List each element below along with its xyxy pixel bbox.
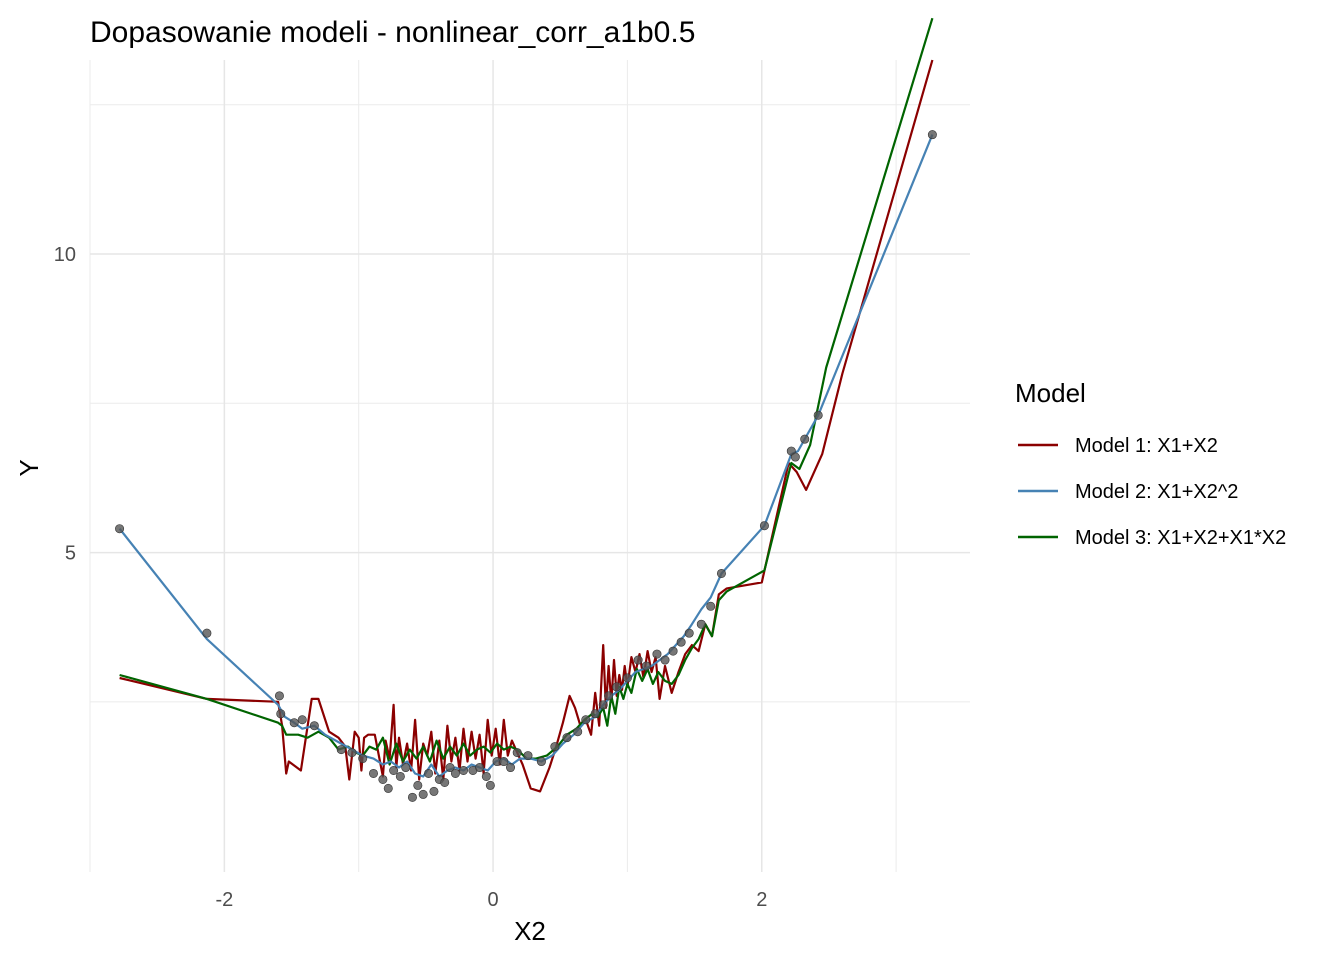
data-point bbox=[418, 789, 428, 799]
data-point bbox=[506, 763, 516, 773]
series-layer bbox=[118, 17, 934, 793]
points-layer bbox=[115, 130, 937, 802]
data-point bbox=[475, 763, 485, 773]
data-point bbox=[440, 777, 450, 787]
data-point bbox=[696, 619, 706, 629]
data-point bbox=[336, 745, 346, 755]
data-point bbox=[485, 780, 495, 790]
data-point bbox=[289, 718, 299, 728]
data-point bbox=[676, 637, 686, 647]
data-point bbox=[368, 768, 378, 778]
legend-label-model-1: Model 1: X1+X2 bbox=[1075, 435, 1218, 457]
x-tick-label: 0 bbox=[487, 889, 498, 911]
data-point bbox=[407, 792, 417, 802]
data-point bbox=[590, 709, 600, 719]
legend-label-model-2: Model 2: X1+X2^2 bbox=[1075, 481, 1238, 503]
data-point bbox=[641, 661, 651, 671]
data-point bbox=[573, 727, 583, 737]
data-point bbox=[450, 768, 460, 778]
data-point bbox=[274, 691, 284, 701]
legend-label-model-3: Model 3: X1+X2+X1*X2 bbox=[1075, 527, 1286, 549]
data-point bbox=[668, 646, 678, 656]
data-point bbox=[429, 786, 439, 796]
data-point bbox=[684, 628, 694, 638]
data-point bbox=[927, 130, 937, 140]
data-point bbox=[401, 763, 411, 773]
data-point bbox=[633, 655, 643, 665]
data-point bbox=[622, 673, 632, 683]
data-point bbox=[800, 434, 810, 444]
data-point bbox=[389, 765, 399, 775]
y-axis-title: Y bbox=[14, 459, 44, 476]
data-point bbox=[790, 452, 800, 462]
data-point bbox=[413, 780, 423, 790]
data-point bbox=[562, 733, 572, 743]
data-point bbox=[536, 757, 546, 767]
data-point bbox=[550, 742, 560, 752]
series-line-model-1 bbox=[119, 59, 934, 793]
y-tick-label: 10 bbox=[54, 244, 76, 266]
data-point bbox=[706, 601, 716, 611]
y-axis-ticks: 5 10 bbox=[54, 244, 76, 565]
data-point bbox=[202, 628, 212, 638]
data-point bbox=[481, 771, 491, 781]
data-point bbox=[598, 700, 608, 710]
data-point bbox=[358, 754, 368, 764]
data-point bbox=[581, 715, 591, 725]
data-point bbox=[276, 709, 286, 719]
data-point bbox=[759, 521, 769, 531]
data-point bbox=[309, 721, 319, 731]
x-tick-label: -2 bbox=[215, 889, 233, 911]
series-line-model-2 bbox=[118, 134, 934, 778]
data-point bbox=[115, 524, 125, 534]
data-point bbox=[716, 568, 726, 578]
data-point bbox=[512, 748, 522, 758]
data-point bbox=[813, 410, 823, 420]
data-point bbox=[458, 765, 468, 775]
data-point bbox=[660, 655, 670, 665]
chart-title: Dopasowanie modeli - nonlinear_corr_a1b0… bbox=[90, 16, 695, 49]
data-point bbox=[445, 763, 455, 773]
gridlines bbox=[89, 60, 970, 872]
data-point bbox=[523, 751, 533, 761]
data-point bbox=[297, 715, 307, 725]
data-point bbox=[499, 757, 509, 767]
legend-title: Model bbox=[1015, 378, 1086, 408]
data-point bbox=[612, 682, 622, 692]
x-axis-ticks: -2 0 2 bbox=[215, 889, 767, 911]
series-line-model-3 bbox=[119, 17, 934, 766]
data-point bbox=[652, 649, 662, 659]
x-axis-title: X2 bbox=[514, 916, 546, 946]
data-point bbox=[383, 783, 393, 793]
data-point bbox=[604, 691, 614, 701]
data-point bbox=[378, 774, 388, 784]
y-tick-label: 5 bbox=[65, 543, 76, 565]
data-point bbox=[347, 748, 357, 758]
legend: Model Model 1: X1+X2 Model 2: X1+X2^2 Mode… bbox=[1015, 378, 1286, 549]
data-point bbox=[424, 768, 434, 778]
data-point bbox=[395, 771, 405, 781]
x-tick-label: 2 bbox=[756, 889, 767, 911]
